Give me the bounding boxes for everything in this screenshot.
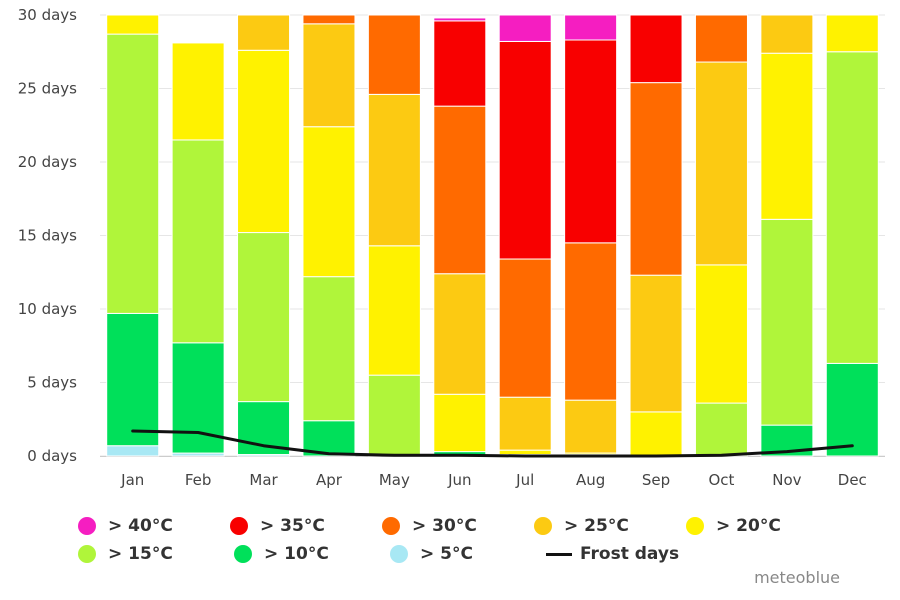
- x-tick-label: Jun: [447, 471, 471, 489]
- bar-segment: [367, 245, 421, 376]
- legend-dot-icon: [78, 545, 96, 563]
- bar-segment: [433, 20, 487, 107]
- frost-days-line: [131, 429, 854, 458]
- bar-segment: [237, 14, 291, 51]
- legend-label: > 15°C: [108, 544, 173, 564]
- x-tick-label: Jul: [515, 471, 534, 489]
- legend-dot-icon: [382, 517, 400, 535]
- bar-segment: [302, 420, 356, 457]
- legend-dot-icon: [534, 517, 552, 535]
- x-tick-label: Aug: [576, 471, 605, 489]
- bar-segment: [825, 51, 879, 364]
- legend-label: > 5°C: [420, 544, 473, 564]
- bar-segment: [237, 49, 291, 234]
- legend-row-1: > 40°C > 35°C > 30°C > 25°C > 20°C: [78, 512, 838, 540]
- bar-segment: [302, 23, 356, 128]
- bar-segment: [367, 93, 421, 247]
- legend-dot-icon: [234, 545, 252, 563]
- x-tick-label: May: [379, 471, 410, 489]
- legend-label: > 10°C: [264, 544, 329, 564]
- bar-segment: [694, 14, 748, 63]
- bar-segment: [498, 258, 552, 398]
- legend-item-15c[interactable]: > 15°C: [78, 544, 234, 564]
- x-tick-label: Nov: [772, 471, 801, 489]
- x-tick-label: Sep: [642, 471, 670, 489]
- x-tick-label: Feb: [185, 471, 212, 489]
- y-tick-label: 25 days: [18, 80, 77, 98]
- legend-item-5c[interactable]: > 5°C: [390, 544, 546, 564]
- bar-segment: [498, 396, 552, 451]
- bar-segment: [760, 218, 814, 426]
- x-tick-label: Apr: [316, 471, 343, 489]
- y-tick-label: 10 days: [18, 300, 77, 318]
- bar-segment: [302, 276, 356, 422]
- bar-segment: [564, 39, 618, 244]
- x-tick-label: Jan: [120, 471, 144, 489]
- y-tick-label: 5 days: [27, 374, 77, 392]
- legend-label: > 40°C: [108, 516, 173, 536]
- bar-segment: [498, 449, 552, 456]
- bar-segment: [629, 14, 683, 84]
- legend-item-30c[interactable]: > 30°C: [382, 516, 534, 536]
- legend-dot-icon: [390, 545, 408, 563]
- legend-item-40c[interactable]: > 40°C: [78, 516, 230, 536]
- bar-segment: [760, 52, 814, 220]
- bar-segment: [498, 14, 552, 42]
- bar-segment: [825, 362, 879, 457]
- bar-segment: [564, 14, 618, 41]
- bar-segment: [629, 82, 683, 276]
- legend-label: Frost days: [580, 544, 680, 564]
- bar-segment: [433, 273, 487, 395]
- x-tick-label: Dec: [838, 471, 867, 489]
- bar-segment: [106, 312, 160, 447]
- bar-segment: [694, 61, 748, 266]
- legend-item-10c[interactable]: > 10°C: [234, 544, 390, 564]
- legend-line-icon: [546, 552, 572, 556]
- bar-segment: [564, 242, 618, 401]
- legend-label: > 30°C: [412, 516, 477, 536]
- legend-dot-icon: [78, 517, 96, 535]
- bar-segment: [106, 33, 160, 314]
- bar-segment: [433, 393, 487, 453]
- credit-text[interactable]: meteoblue: [754, 568, 840, 587]
- bar-segment: [629, 274, 683, 413]
- bar-segment: [302, 14, 356, 25]
- legend-item-frost-days[interactable]: Frost days: [546, 544, 716, 564]
- x-tick-label: Mar: [249, 471, 278, 489]
- bar-segment: [629, 411, 683, 457]
- legend-label: > 20°C: [716, 516, 781, 536]
- bar-segment: [694, 402, 748, 457]
- bar-segment: [106, 14, 160, 35]
- bar-segment: [171, 42, 225, 141]
- chart-legend: > 40°C > 35°C > 30°C > 25°C > 20°C > 15°…: [78, 512, 838, 568]
- legend-label: > 35°C: [260, 516, 325, 536]
- legend-dot-icon: [686, 517, 704, 535]
- bar-segment: [433, 105, 487, 275]
- legend-label: > 25°C: [564, 516, 629, 536]
- legend-item-20c[interactable]: > 20°C: [686, 516, 838, 536]
- legend-item-35c[interactable]: > 35°C: [230, 516, 382, 536]
- bar-segment: [237, 232, 291, 403]
- bar-segment: [564, 399, 618, 454]
- stacked-bar-chart: 0 days 5 days 10 days 15 days 20 days 25 days…: [18, 6, 885, 489]
- y-tick-label: 30 days: [18, 6, 77, 24]
- y-tick-label: 20 days: [18, 153, 77, 171]
- legend-row-2: > 15°C > 10°C > 5°C Frost days: [78, 540, 838, 568]
- bar-segment: [760, 14, 814, 54]
- legend-dot-icon: [230, 517, 248, 535]
- bar-segment: [498, 40, 552, 260]
- bar-segment: [171, 139, 225, 344]
- y-tick-label: 0 days: [27, 447, 77, 465]
- bar-segment: [367, 14, 421, 95]
- bar-segment: [106, 445, 160, 457]
- bar-segment: [825, 14, 879, 53]
- bar-segment: [694, 264, 748, 404]
- y-tick-label: 15 days: [18, 227, 77, 245]
- bar-segment: [433, 17, 487, 22]
- bar-segment: [367, 374, 421, 456]
- legend-item-25c[interactable]: > 25°C: [534, 516, 686, 536]
- bar-segment: [302, 126, 356, 278]
- x-tick-label: Oct: [708, 471, 734, 489]
